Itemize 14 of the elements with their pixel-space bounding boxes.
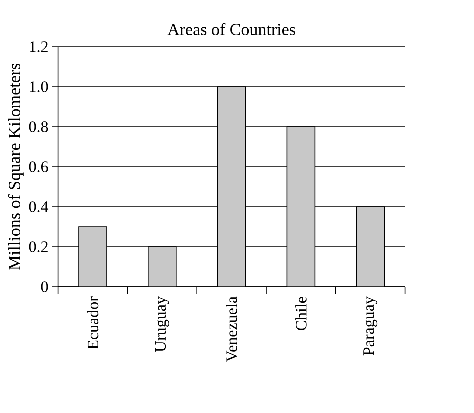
x-tick-label: Ecuador [87, 296, 99, 350]
y-axis-title: Millions of Square Kilometers [8, 64, 24, 270]
y-tick-label: 0.4 [29, 202, 49, 212]
x-tick-label: Uruguay [155, 296, 170, 352]
y-tick-label: 0.8 [29, 122, 48, 132]
y-tick-label: 0.2 [29, 242, 48, 252]
x-tick-label: Venezuela [226, 296, 238, 362]
y-tick-label: 0.6 [29, 162, 48, 172]
y-tick-label: 1.2 [30, 42, 48, 52]
x-tick-label: Chile [296, 297, 307, 331]
y-tick-label: 0 [41, 282, 48, 292]
chart-title: Areas of Countries [168, 23, 296, 36]
x-tick-label: Paraguay [364, 296, 378, 356]
y-tick-label: 1.0 [30, 82, 48, 92]
